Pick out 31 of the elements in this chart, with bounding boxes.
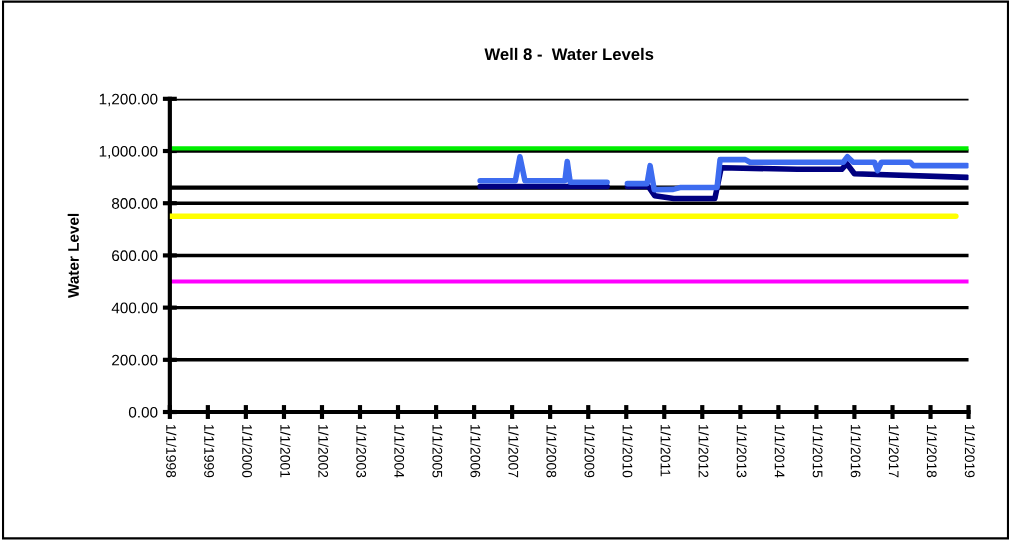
x-tick-label: 1/1/2016 xyxy=(850,424,861,478)
x-tick-label: 1/1/2003 xyxy=(356,424,367,478)
x-tick-label: 1/1/2002 xyxy=(318,424,329,478)
x-tick-label: 1/1/2008 xyxy=(546,424,557,478)
x-tick-label: 1/1/2010 xyxy=(622,424,633,478)
x-tick-label: 1/1/2005 xyxy=(432,424,443,478)
x-tick-label: 1/1/2011 xyxy=(660,424,671,477)
y-tick-label: 1,000.00 xyxy=(99,145,158,159)
x-tick-label: 1/1/2000 xyxy=(242,424,253,478)
y-tick-label: 400.00 xyxy=(111,302,158,314)
y-tick-label: 200.00 xyxy=(112,354,158,366)
x-tick-label: 1/1/2012 xyxy=(698,424,709,478)
y-axis-title: Water Level xyxy=(67,213,79,298)
x-tick-label: 1/1/2004 xyxy=(394,424,405,478)
x-tick-label: 1/1/2007 xyxy=(508,424,519,478)
y-tick-label: 1,200.00 xyxy=(99,93,158,107)
x-tick-label: 1/1/2019 xyxy=(964,424,976,478)
x-tick-label: 1/1/1999 xyxy=(204,424,215,478)
x-tick-label: 1/1/2006 xyxy=(470,424,481,478)
x-tick-label: 1/1/2009 xyxy=(584,424,595,478)
x-tick-label: 1/1/2014 xyxy=(774,424,785,478)
x-tick-label: 1/1/2017 xyxy=(888,424,899,478)
x-tick-label: 1/1/1998 xyxy=(166,424,177,478)
x-tick-label: 1/1/2018 xyxy=(926,424,937,478)
y-tick-label: 0.00 xyxy=(128,406,158,418)
x-tick-label: 1/1/2015 xyxy=(812,424,823,478)
y-tick-label: 600.00 xyxy=(112,250,158,262)
y-tick-label: 800.00 xyxy=(111,198,158,209)
x-tick-label: 1/1/2013 xyxy=(736,424,747,478)
x-tick-label: 1/1/2001 xyxy=(280,424,291,478)
chart-title: Well 8 - Water Levels xyxy=(484,47,654,61)
